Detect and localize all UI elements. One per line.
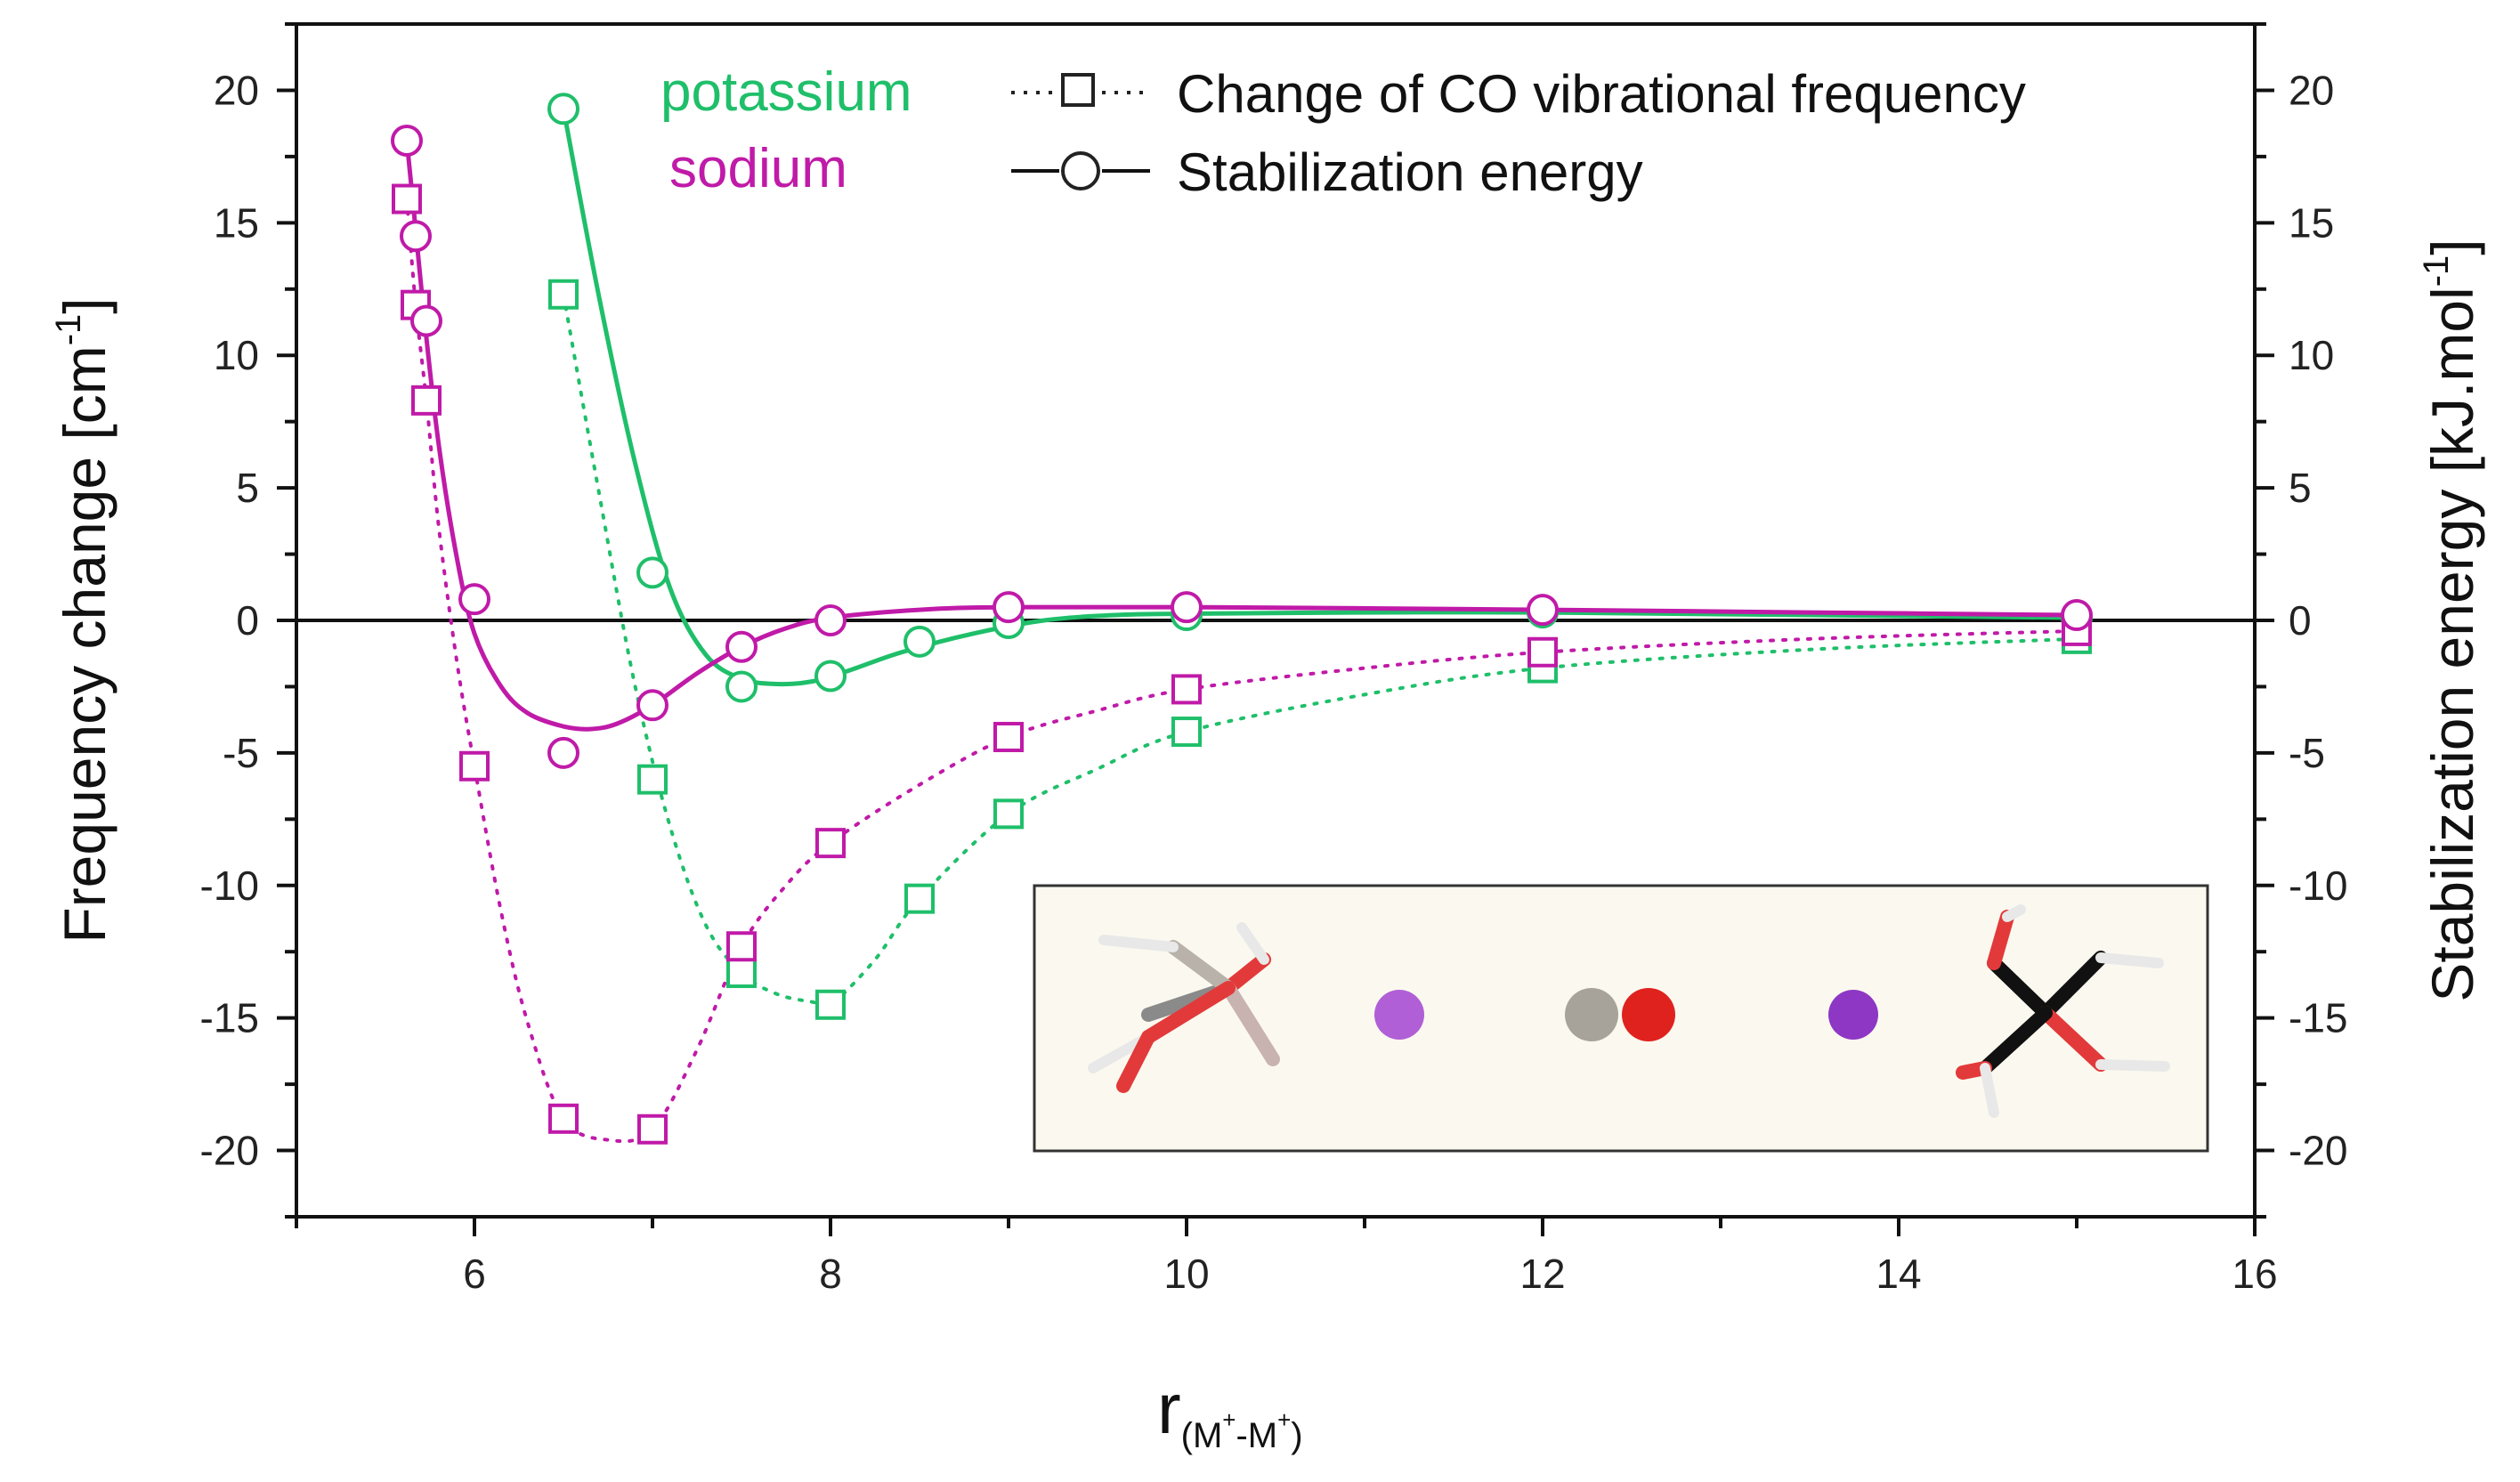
y-right-tick-label: -5 bbox=[2289, 730, 2325, 776]
sodium-atom-left bbox=[1374, 990, 1424, 1040]
left-borate-fragment bbox=[1088, 922, 1280, 1093]
x-axis-title-sup1: + bbox=[1222, 1406, 1236, 1433]
energy-point-potassium bbox=[814, 660, 847, 692]
x-tick-label: 14 bbox=[1876, 1251, 1921, 1297]
y-left-tick-label: -15 bbox=[200, 995, 259, 1041]
legend: Change of CO vibrational frequency Stabi… bbox=[1011, 64, 2026, 202]
series-markers bbox=[391, 93, 2093, 1145]
y-axis-left-ticks: -20 -15 -10 -5 0 5 10 15 20 bbox=[200, 22, 296, 1219]
y-right-tick-label: 5 bbox=[2289, 465, 2312, 511]
energy-point-sodium bbox=[636, 689, 668, 722]
frequency-point-potassium bbox=[1171, 717, 1202, 748]
y-right-tick-label: 20 bbox=[2289, 67, 2334, 113]
y-axis-right-title: Stabilization energy [kJ.mol-1] bbox=[2417, 239, 2485, 1001]
energy-point-sodium bbox=[1171, 591, 1203, 624]
y-axis-right-title-main: Stabilization energy [kJ.mol bbox=[2419, 287, 2485, 1001]
y-left-tick-label: 20 bbox=[214, 67, 259, 113]
sodium-atom-right bbox=[1828, 990, 1878, 1040]
y-right-tick-label: -10 bbox=[2289, 862, 2347, 909]
energy-point-potassium bbox=[547, 93, 579, 126]
y-right-tick-label: 15 bbox=[2289, 199, 2334, 246]
energy-point-potassium bbox=[725, 670, 758, 703]
frequency-point-sodium bbox=[1171, 674, 1202, 705]
right-borate-fragment bbox=[1956, 904, 2170, 1118]
frequency-point-potassium bbox=[637, 764, 668, 795]
x-tick-label: 10 bbox=[1163, 1251, 1209, 1297]
y-right-tick-label: 0 bbox=[2289, 597, 2312, 644]
frequency-point-sodium bbox=[637, 1114, 668, 1145]
frequency-point-sodium bbox=[993, 722, 1024, 753]
y-axis-right-title-sup: -1 bbox=[2417, 255, 2456, 287]
x-axis-title-sub-open: (M bbox=[1181, 1416, 1223, 1455]
oxygen-atom bbox=[1622, 988, 1675, 1041]
frequency-point-sodium bbox=[548, 1103, 579, 1134]
energy-point-sodium bbox=[400, 220, 432, 253]
x-axis-title-sub-close: ) bbox=[1291, 1416, 1302, 1455]
frequency-point-sodium bbox=[726, 931, 757, 962]
carbon-atom bbox=[1565, 988, 1618, 1041]
x-axis-title: r(M+-M+) bbox=[1157, 1369, 1303, 1455]
energy-point-potassium bbox=[636, 556, 668, 589]
y-left-tick-label: 10 bbox=[214, 332, 259, 378]
y-left-tick-label: 5 bbox=[236, 465, 259, 511]
x-axis-ticks: 6 8 10 12 14 16 bbox=[295, 1217, 2278, 1297]
y-left-tick-label: 15 bbox=[214, 199, 259, 246]
energy-point-sodium bbox=[1527, 594, 1559, 627]
y-axis-left-title-sup: -1 bbox=[49, 314, 88, 346]
y-right-tick-label: -15 bbox=[2289, 995, 2347, 1041]
legend-frequency-square bbox=[1061, 73, 1095, 107]
y-axis-left-title: Frequency change [cm-1] bbox=[49, 297, 117, 943]
frequency-point-potassium bbox=[726, 958, 757, 989]
energy-point-sodium bbox=[391, 125, 423, 158]
legend-frequency-text: Change of CO vibrational frequency bbox=[1177, 64, 2026, 124]
frequency-point-sodium bbox=[392, 183, 422, 215]
frequency-point-sodium bbox=[411, 385, 442, 416]
x-tick-label: 6 bbox=[463, 1251, 486, 1297]
x-axis-title-sup2: + bbox=[1277, 1406, 1291, 1433]
energy-curve-sodium bbox=[404, 140, 2078, 732]
y-axis-left-title-close: ] bbox=[52, 297, 117, 313]
frequency-point-sodium bbox=[815, 828, 846, 859]
energy-point-sodium bbox=[547, 736, 579, 769]
frequency-point-potassium bbox=[993, 798, 1024, 830]
inset-frame bbox=[1033, 884, 2209, 1153]
energy-point-sodium bbox=[814, 604, 847, 636]
x-tick-label: 12 bbox=[1519, 1251, 1565, 1297]
energy-point-sodium bbox=[725, 630, 758, 663]
x-tick-label: 16 bbox=[2232, 1251, 2277, 1297]
energy-point-sodium bbox=[410, 304, 442, 337]
y-axis-right-ticks: -20 -15 -10 -5 0 5 10 15 20 bbox=[2255, 22, 2347, 1219]
series-label-potassium: potassium bbox=[660, 61, 912, 123]
y-axis-right-title-close: ] bbox=[2419, 239, 2485, 255]
y-left-tick-label: -10 bbox=[200, 862, 259, 909]
frequency-point-sodium bbox=[1527, 636, 1558, 668]
frequency-point-sodium bbox=[459, 750, 490, 781]
energy-point-sodium bbox=[2061, 599, 2093, 632]
inset-molecule-panel bbox=[1033, 884, 2209, 1153]
frequency-curve-potassium bbox=[562, 292, 2078, 1009]
y-axis-left-title-main: Frequency change [cm bbox=[52, 345, 117, 943]
y-right-tick-label: 10 bbox=[2289, 332, 2334, 378]
x-axis-title-sub-mid: -M bbox=[1236, 1416, 1277, 1455]
legend-energy-circle bbox=[1061, 151, 1100, 190]
x-tick-label: 8 bbox=[819, 1251, 842, 1297]
x-axis-title-main: r bbox=[1157, 1369, 1181, 1448]
energy-point-potassium bbox=[903, 625, 936, 658]
frequency-curve-sodium bbox=[405, 197, 2078, 1144]
series-label-sodium: sodium bbox=[669, 138, 847, 199]
legend-energy-text: Stabilization energy bbox=[1177, 142, 1643, 202]
y-left-tick-label: 0 bbox=[236, 597, 259, 644]
y-right-tick-label: -20 bbox=[2289, 1128, 2347, 1174]
frequency-point-potassium bbox=[815, 989, 846, 1020]
energy-point-sodium bbox=[458, 583, 490, 616]
y-left-tick-label: -20 bbox=[200, 1128, 259, 1174]
frequency-point-potassium bbox=[548, 279, 579, 310]
y-left-tick-label: -5 bbox=[223, 730, 259, 776]
energy-point-sodium bbox=[993, 591, 1025, 624]
frequency-point-potassium bbox=[904, 883, 935, 914]
